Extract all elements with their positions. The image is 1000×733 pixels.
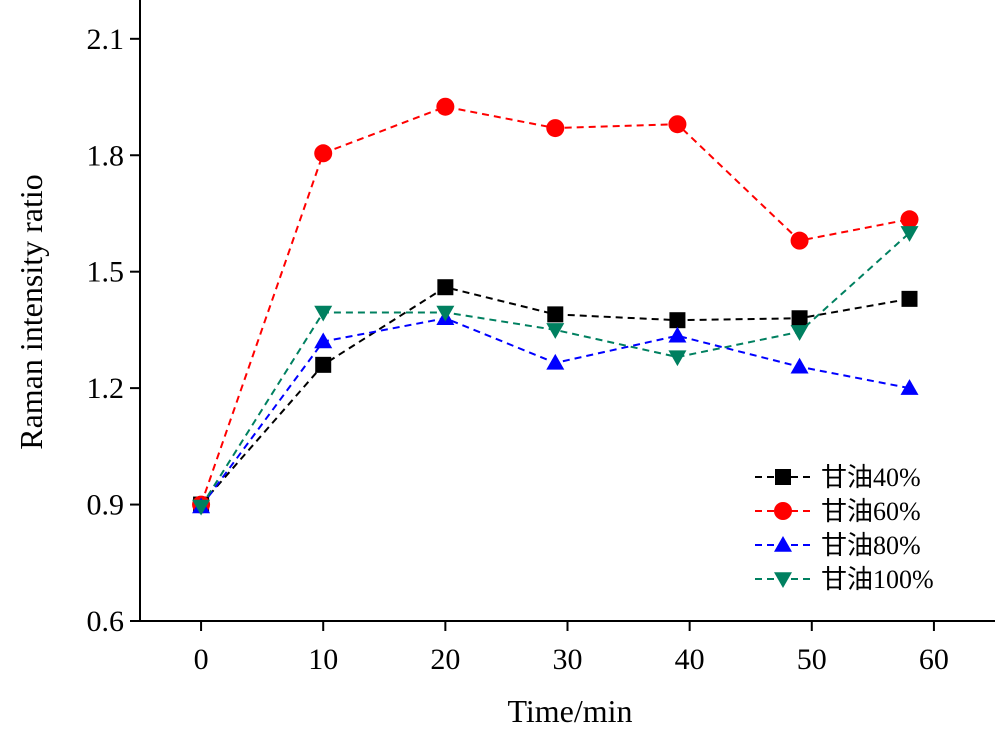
- data-point: [790, 231, 809, 250]
- x-axis-title: Time/min: [507, 693, 632, 729]
- data-point: [314, 144, 333, 163]
- y-tick-label: 0.6: [87, 605, 125, 638]
- legend-label: 甘油40%: [821, 463, 921, 492]
- axes: 0.6 0.9 1.2 1.5 1.8 2.1 0 10 20 30 40 50 60: [87, 0, 995, 676]
- series-line: [200, 105, 910, 505]
- data-point: [900, 210, 919, 229]
- data-point: [900, 379, 919, 395]
- x-tick-label: 20: [430, 643, 460, 676]
- data-point: [547, 306, 564, 323]
- data-point: [436, 305, 455, 322]
- y-tick-label: 1.5: [87, 256, 125, 289]
- data-point: [546, 119, 565, 138]
- data-point: [900, 226, 919, 242]
- legend-marker: [774, 536, 792, 552]
- y-axis-title: Raman intensity ratio: [13, 174, 49, 450]
- legend-item: 甘油100%: [755, 565, 934, 594]
- series-3: [192, 309, 919, 514]
- y-tick-label: 1.8: [87, 139, 125, 172]
- data-point: [436, 97, 455, 116]
- data-point: [546, 323, 565, 339]
- data-point: [669, 312, 686, 329]
- data-point: [790, 325, 809, 341]
- series-4: [192, 226, 919, 516]
- data-point: [668, 326, 687, 343]
- legend-item: 甘油40%: [755, 463, 921, 492]
- x-tick-label: 0: [194, 643, 209, 676]
- x-tick-label: 60: [919, 643, 949, 676]
- x-tick-label: 50: [797, 643, 827, 676]
- data-point: [315, 356, 332, 373]
- series-2: [192, 97, 919, 514]
- legend-label: 甘油100%: [821, 565, 934, 594]
- series-group: [192, 97, 919, 516]
- legend-label: 甘油60%: [821, 497, 921, 526]
- legend-marker: [775, 469, 791, 485]
- data-point: [192, 499, 211, 516]
- series-1: [193, 279, 918, 513]
- x-tick-label: 30: [553, 643, 583, 676]
- y-tick-label: 2.1: [87, 23, 125, 56]
- legend-marker: [774, 572, 792, 588]
- series-line: [200, 317, 910, 508]
- data-point: [790, 357, 809, 374]
- data-point: [314, 332, 333, 349]
- y-tick-label: 1.2: [87, 372, 125, 405]
- y-tick-label: 0.9: [87, 489, 125, 522]
- x-tick-label: 40: [675, 643, 705, 676]
- x-tick-label: 10: [308, 643, 338, 676]
- data-point: [437, 279, 454, 296]
- legend-item: 甘油80%: [755, 531, 921, 560]
- data-point: [901, 290, 918, 307]
- data-point: [791, 310, 808, 327]
- legend-item: 甘油60%: [755, 497, 921, 526]
- legend-label: 甘油80%: [821, 531, 921, 560]
- legend: 甘油40% 甘油60% 甘油80% 甘油100%: [755, 463, 934, 594]
- data-point: [546, 353, 565, 370]
- data-point: [668, 350, 687, 367]
- data-point: [668, 115, 687, 134]
- data-point: [314, 305, 333, 322]
- legend-marker: [774, 502, 792, 520]
